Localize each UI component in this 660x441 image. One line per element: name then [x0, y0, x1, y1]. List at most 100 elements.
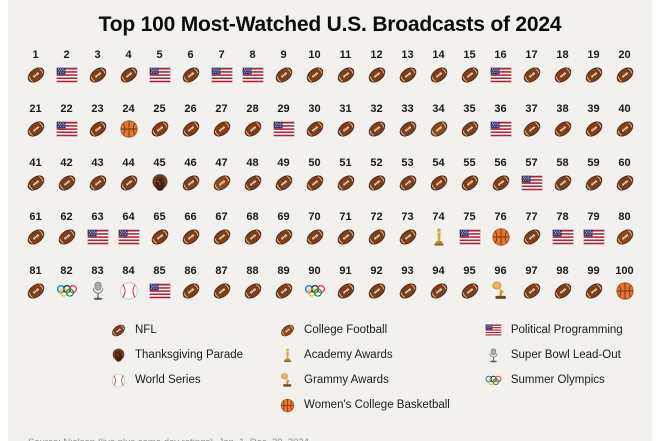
- baseball-icon: [108, 372, 128, 389]
- football-icon: [428, 171, 450, 195]
- rank-cell: 87: [206, 265, 237, 305]
- rank-cell: 61: [20, 211, 51, 251]
- legend-item: Grammy Awards: [277, 371, 450, 389]
- rank-cell: 81: [20, 265, 51, 305]
- rank-cell: 24: [113, 103, 144, 143]
- rank-number: 93: [401, 265, 414, 277]
- rank-number: 10: [308, 49, 321, 61]
- infographic-page: Top 100 Most-Watched U.S. Broadcasts of …: [8, 0, 652, 441]
- rank-number: 59: [587, 157, 600, 169]
- football-icon: [25, 279, 47, 303]
- football-icon: [118, 63, 140, 87]
- football-icon: [242, 171, 264, 195]
- rank-cell: 64: [113, 211, 144, 251]
- football-icon: [242, 117, 264, 141]
- rank-cell: 51: [330, 157, 361, 197]
- football-icon: [459, 63, 481, 87]
- basketball-icon: [277, 397, 297, 414]
- rank-cell: 40: [609, 103, 640, 143]
- rank-cell: 65: [144, 211, 175, 251]
- rank-number: 99: [587, 265, 600, 277]
- rank-number: 76: [494, 211, 507, 223]
- rank-number: 19: [587, 49, 600, 61]
- rank-number: 27: [215, 103, 228, 115]
- rank-cell: 66: [175, 211, 206, 251]
- rank-number: 65: [153, 211, 166, 223]
- football-icon: [335, 63, 357, 87]
- football-icon: [397, 117, 419, 141]
- legend-item: College Football: [277, 321, 450, 339]
- football-icon: [211, 225, 233, 249]
- college-football-icon: [277, 322, 297, 339]
- rank-cell: 29: [268, 103, 299, 143]
- rank-cell: 35: [454, 103, 485, 143]
- rank-cell: 34: [423, 103, 454, 143]
- rank-cell: 44: [113, 157, 144, 197]
- source-footnote: Source: Nielsen (live plus same day rati…: [28, 437, 309, 441]
- football-icon: [397, 225, 419, 249]
- olympic-rings-icon: [304, 279, 326, 303]
- rank-number: 4: [125, 49, 132, 61]
- rank-number: 18: [556, 49, 569, 61]
- football-icon: [304, 225, 326, 249]
- legend-label: Women's College Basketball: [304, 399, 450, 411]
- football-icon: [242, 279, 264, 303]
- rank-cell: 84: [113, 265, 144, 305]
- rank-cell: 6: [175, 49, 206, 89]
- football-icon: [335, 225, 357, 249]
- turkey-icon: [108, 347, 128, 364]
- rank-number: 64: [122, 211, 135, 223]
- rank-cell: 77: [516, 211, 547, 251]
- football-icon: [397, 171, 419, 195]
- microphone-icon: [484, 347, 504, 364]
- us-flag-icon: [210, 63, 233, 87]
- us-flag-icon: [55, 117, 78, 141]
- rank-cell: 2: [51, 49, 82, 89]
- rank-number: 63: [91, 211, 104, 223]
- rank-number: 85: [153, 265, 166, 277]
- rank-number: 2: [63, 49, 70, 61]
- rank-cell: 63: [82, 211, 113, 251]
- rank-cell: 21: [20, 103, 51, 143]
- rank-number: 26: [184, 103, 197, 115]
- rank-cell: 26: [175, 103, 206, 143]
- football-icon: [87, 171, 109, 195]
- us-flag-icon: [582, 225, 605, 249]
- rank-cell: 69: [268, 211, 299, 251]
- football-icon: [304, 63, 326, 87]
- us-flag-icon: [86, 225, 109, 249]
- rank-number: 6: [187, 49, 194, 61]
- rank-cell: 5: [144, 49, 175, 89]
- pictogram-grid: 1 2 3 4 5 6 7 8 9 10 11 12 13 14 15 16 17 18 19 20 21 22 23 24 2…: [8, 45, 652, 305]
- rank-number: 11: [339, 49, 352, 61]
- rank-cell: 19: [578, 49, 609, 89]
- olympic-rings-icon: [56, 279, 78, 303]
- legend-item: NFL: [108, 321, 243, 339]
- rank-number: 79: [587, 211, 600, 223]
- rank-cell: 23: [82, 103, 113, 143]
- rank-cell: 82: [51, 265, 82, 305]
- rank-cell: 68: [237, 211, 268, 251]
- football-icon: [149, 117, 171, 141]
- baseball-icon: [118, 279, 140, 303]
- us-flag-icon: [55, 63, 78, 87]
- football-icon: [521, 63, 543, 87]
- rank-number: 66: [184, 211, 197, 223]
- football-icon: [490, 171, 512, 195]
- rank-cell: 72: [361, 211, 392, 251]
- rank-number: 62: [60, 211, 73, 223]
- rank-cell: 49: [268, 157, 299, 197]
- rank-number: 74: [432, 211, 445, 223]
- rank-number: 12: [370, 49, 383, 61]
- rank-number: 97: [525, 265, 538, 277]
- rank-number: 5: [156, 49, 163, 61]
- legend-item: Women's College Basketball: [277, 396, 450, 414]
- rank-cell: 53: [392, 157, 423, 197]
- football-icon: [583, 171, 605, 195]
- rank-cell: 9: [268, 49, 299, 89]
- us-flag-icon: [489, 117, 512, 141]
- rank-number: 57: [525, 157, 538, 169]
- rank-cell: 93: [392, 265, 423, 305]
- rank-number: 31: [339, 103, 352, 115]
- basketball-icon: [490, 225, 512, 249]
